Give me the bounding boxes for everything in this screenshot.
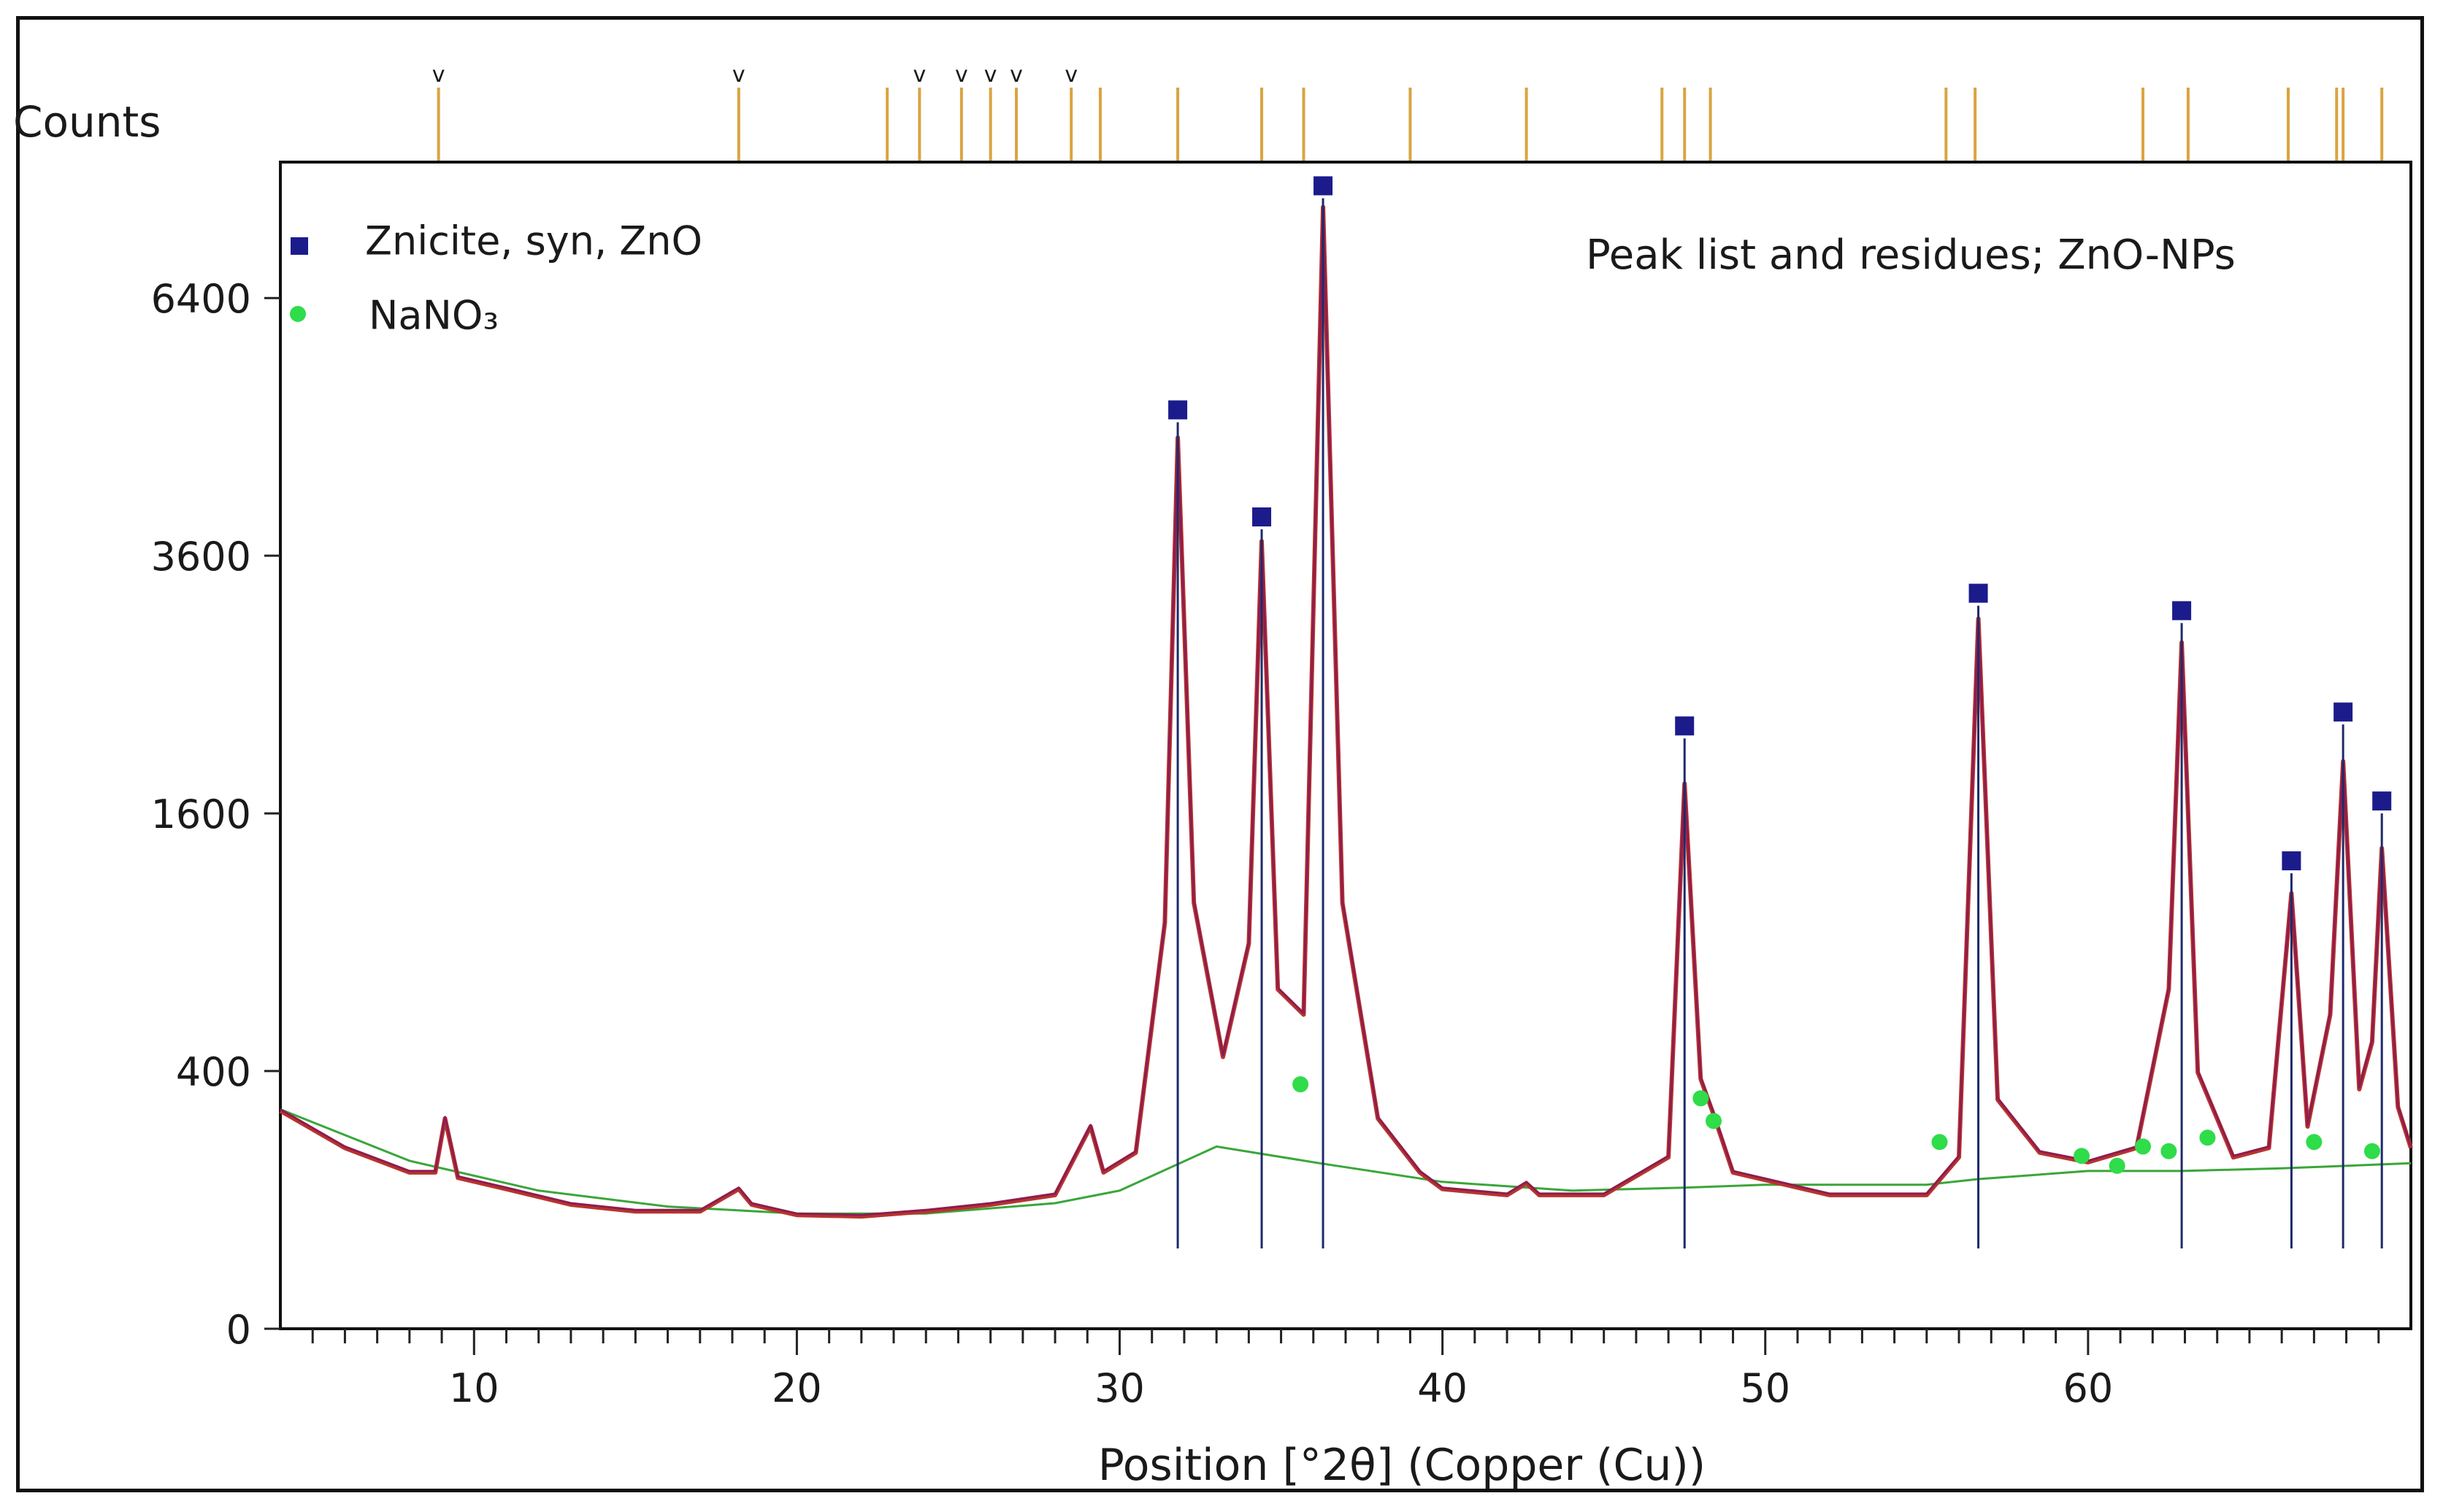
- zno-peak-marker-8: [2372, 791, 2392, 811]
- nano3-peak-marker-10: [2363, 1143, 2380, 1159]
- y-tick-label-1600: 1600: [151, 791, 251, 837]
- x-axis-title: Position [°2θ] (Copper (Cu)): [1098, 1440, 1706, 1491]
- zno-peak-marker-6: [2282, 851, 2301, 871]
- legend: Znicite, syn, ZnO NaNO₃: [290, 218, 702, 339]
- nano3-peak-marker-8: [2199, 1129, 2216, 1146]
- x-tick-label-20: 20: [772, 1365, 822, 1411]
- y-tick-label-3600: 3600: [151, 534, 251, 580]
- zno-peak-marker-2: [1313, 176, 1333, 196]
- zno-peak-marker-0: [1168, 400, 1188, 420]
- zno-peak-marker-3: [1675, 716, 1695, 736]
- zno-peak-marker-7: [2333, 702, 2353, 722]
- chart-title: Peak list and residues; ZnO-NPs: [1586, 231, 2236, 279]
- x-tick-label-40: 40: [1417, 1365, 1468, 1411]
- x-tick-label-10: 10: [449, 1365, 499, 1411]
- markers-layer: [1168, 176, 2392, 1174]
- nano3-peak-marker-7: [2160, 1143, 2177, 1159]
- nano3-peak-marker-9: [2306, 1134, 2323, 1151]
- legend-label-zno: Znicite, syn, ZnO: [365, 218, 702, 264]
- y-tick-label-400: 400: [176, 1049, 251, 1095]
- y-tick-label-0: 0: [226, 1307, 251, 1353]
- nano3-peak-marker-4: [2074, 1148, 2090, 1164]
- reference-mark-5: v: [1010, 62, 1023, 88]
- series-layer: [279, 198, 2413, 1248]
- x-tick-label-50: 50: [1740, 1365, 1790, 1411]
- nano3-peak-marker-2: [1706, 1113, 1722, 1129]
- reference-mark-6: v: [1065, 62, 1078, 88]
- zno-peak-marker-1: [1252, 507, 1272, 527]
- legend-marker-nano3: [290, 306, 306, 322]
- reference-mark-1: v: [732, 62, 745, 88]
- plot-area: [279, 161, 2412, 1330]
- nano3-peak-marker-1: [1692, 1090, 1709, 1107]
- background-curve: [280, 1108, 2412, 1215]
- reference-mark-4: v: [984, 62, 997, 88]
- nano3-peak-marker-3: [1931, 1134, 1948, 1151]
- calculated-profile: [280, 204, 2412, 1216]
- y-axis-title: Counts: [13, 97, 161, 147]
- axes: 10 20 30 40 50 60 0 400 1600 3600 6400: [151, 276, 2380, 1411]
- reference-mark-0: v: [432, 62, 445, 88]
- zno-peak-marker-5: [2172, 601, 2192, 621]
- x-tick-label-60: 60: [2063, 1365, 2114, 1411]
- legend-marker-zno: [291, 237, 308, 255]
- reference-mark-2: v: [913, 62, 927, 88]
- nano3-peak-marker-0: [1292, 1076, 1309, 1093]
- x-tick-label-30: 30: [1094, 1365, 1145, 1411]
- nano3-peak-marker-6: [2135, 1138, 2152, 1155]
- y-tick-label-6400: 6400: [151, 276, 251, 322]
- legend-label-nano3: NaNO₃: [369, 293, 499, 339]
- reference-mark-3: v: [955, 62, 968, 88]
- nano3-peak-marker-5: [2109, 1157, 2125, 1174]
- zno-peak-marker-4: [1968, 583, 1988, 603]
